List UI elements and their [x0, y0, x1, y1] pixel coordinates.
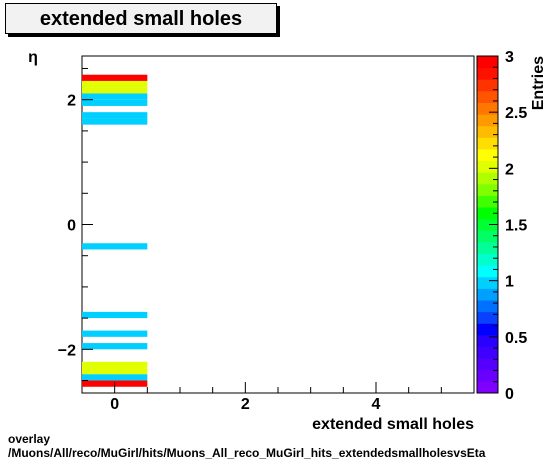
x-tick-label: 2 [241, 396, 250, 413]
footer-path: /Muons/All/reco/MuGirl/hits/Muons_All_re… [8, 446, 486, 460]
palette-swatch [477, 207, 498, 220]
chart-title-box: extended small holes [5, 3, 277, 34]
palette-tick-label: 1.5 [505, 218, 527, 235]
palette-swatch [477, 102, 498, 115]
palette-swatch [477, 172, 498, 185]
heatmap-cell [82, 80, 148, 88]
palette-swatch [477, 311, 498, 324]
palette-tick-label: 1 [505, 274, 514, 291]
plot-frame [81, 55, 475, 394]
palette-swatch [477, 67, 498, 80]
heatmap-cell [82, 311, 148, 319]
x-tick-label: 4 [372, 396, 381, 413]
heatmap-cell [82, 374, 148, 381]
heatmap-cell [82, 87, 148, 94]
heatmap-cell [82, 343, 148, 350]
palette-swatch [477, 346, 498, 359]
palette-swatch [477, 323, 498, 336]
palette-tick-label: 2.5 [505, 105, 527, 122]
heatmap-cell [82, 118, 148, 125]
y-tick-label: 2 [67, 93, 76, 110]
palette-swatch [477, 300, 498, 313]
palette-swatch [477, 276, 498, 289]
palette-swatch [477, 253, 498, 266]
y-axis-label: η [28, 49, 38, 66]
palette-swatch [477, 265, 498, 278]
x-tick-label: 0 [110, 396, 119, 413]
heatmap-cell [82, 243, 148, 250]
y-tick-label: 0 [67, 218, 76, 235]
palette-swatch [477, 183, 498, 196]
palette-swatch [477, 288, 498, 301]
palette-swatch [477, 358, 498, 371]
palette-swatch [477, 241, 498, 255]
palette-swatch [477, 160, 498, 173]
palette-tick-label: 0.5 [505, 330, 527, 347]
z-axis-label: Entries [530, 56, 546, 110]
heatmap-cell [82, 368, 148, 375]
palette-swatch [477, 137, 498, 150]
palette-swatch [477, 334, 498, 348]
heatmap-cell [82, 93, 148, 100]
heatmap-cell [82, 112, 148, 119]
palette-swatch [477, 79, 498, 92]
palette-swatch [477, 218, 498, 231]
palette-swatch [477, 90, 498, 103]
heatmap-cell [82, 330, 148, 337]
palette-swatch [477, 114, 498, 127]
x-axis-label: extended small holes [312, 416, 474, 433]
footer-overlay: overlay [8, 432, 51, 446]
palette-swatch [477, 369, 498, 382]
y-tick-label: −2 [58, 342, 76, 359]
palette-swatch [477, 230, 498, 243]
heatmap-cell [82, 361, 148, 369]
palette-tick-label: 0 [505, 386, 514, 403]
heatmap-cell [82, 99, 148, 106]
palette-swatch [477, 125, 498, 138]
palette-swatch [477, 56, 498, 69]
palette-swatch [477, 195, 498, 208]
palette-swatch [477, 381, 498, 394]
palette-swatch [477, 148, 498, 162]
heatmap-cell [82, 74, 148, 81]
palette-tick-label: 2 [505, 161, 514, 178]
chart-title: extended small holes [39, 8, 243, 30]
palette-tick-label: 3 [505, 49, 514, 66]
